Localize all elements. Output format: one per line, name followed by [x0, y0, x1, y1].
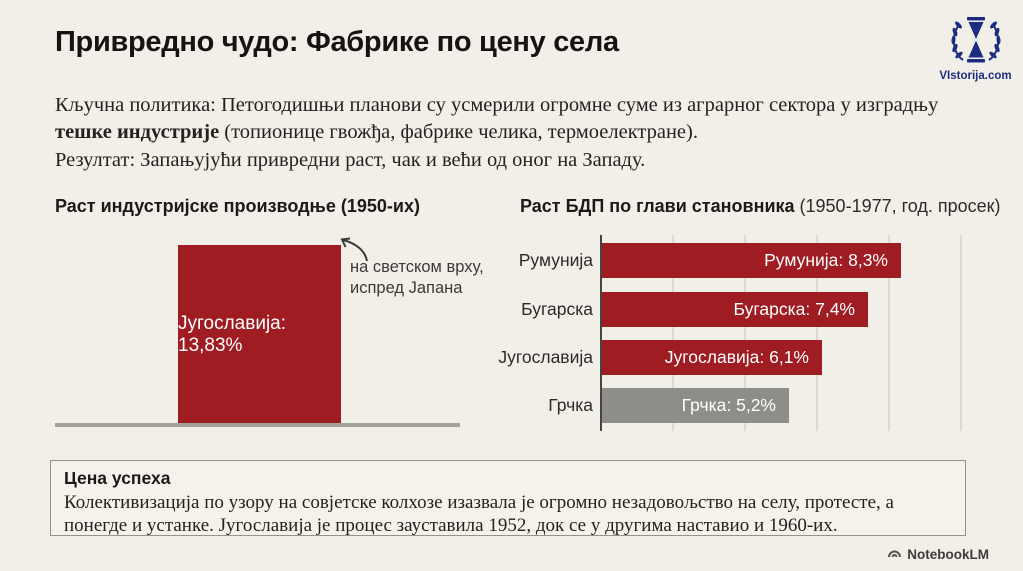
site-logo: VIstorija.com — [928, 13, 1023, 82]
gridline — [816, 235, 818, 431]
notebooklm-label: NotebookLM — [907, 546, 989, 562]
gdp-row-label: Румунија — [518, 250, 593, 270]
gdp-y-axis — [600, 235, 602, 431]
gdp-bar: Бугарска: 7,4% — [602, 291, 868, 327]
industry-baseline — [55, 423, 460, 427]
gdp-plot-gridlines — [600, 235, 1020, 431]
gdp-bar: Румунија: 8,3% — [602, 243, 901, 278]
cost-of-success-box: Цена успеха Колективизација по узору на … — [50, 460, 966, 536]
hourglass-laurel-icon — [944, 17, 1008, 71]
industry-bar-label: Југославија: 13,83% — [178, 313, 287, 356]
notebooklm-icon — [887, 546, 902, 562]
logo-text: VIstorija.com — [939, 70, 1012, 82]
gridline — [960, 235, 962, 431]
gdp-row-label: Грчка — [548, 395, 593, 415]
intro-bold-phrase: тешке индустрије — [55, 121, 220, 143]
gdp-bar: Грчка: 5,2% — [602, 388, 789, 423]
gdp-chart: Румунија Бугарска Југославија Грчка Руму… — [495, 235, 1023, 431]
cost-box-heading: Цена успеха — [64, 468, 171, 488]
intro-paragraph: Кључна политика: Петогодишњи планови су … — [55, 92, 940, 174]
intro-policy-line: Кључна политика: Петогодишњи планови су … — [55, 94, 939, 143]
industry-bar: Југославија: 13,83% — [178, 245, 341, 425]
gdp-row-label: Бугарска — [521, 298, 593, 319]
cost-box-body: Колективизација по узору на совјетске ко… — [64, 492, 894, 536]
page-title: Привредно чудо: Фабрике по цену села — [55, 26, 619, 58]
gdp-chart-title: Раст БДП по глави становника (1950-1977,… — [520, 196, 1001, 216]
industry-annotation: на светском врху, испред Јапана — [350, 258, 484, 297]
notebooklm-watermark: NotebookLM — [887, 546, 989, 562]
gridline — [672, 235, 674, 431]
gridline — [744, 235, 746, 431]
annotation-arrow-icon — [336, 235, 370, 268]
industry-chart-title: Раст индустријске производње (1950-их) — [55, 196, 420, 216]
gridline — [888, 235, 890, 431]
intro-result-line: Резултат: Запањујући привредни раст, чак… — [55, 149, 646, 171]
gdp-row-label: Југославија — [498, 347, 593, 367]
gdp-bar: Југославија: 6,1% — [602, 340, 822, 375]
